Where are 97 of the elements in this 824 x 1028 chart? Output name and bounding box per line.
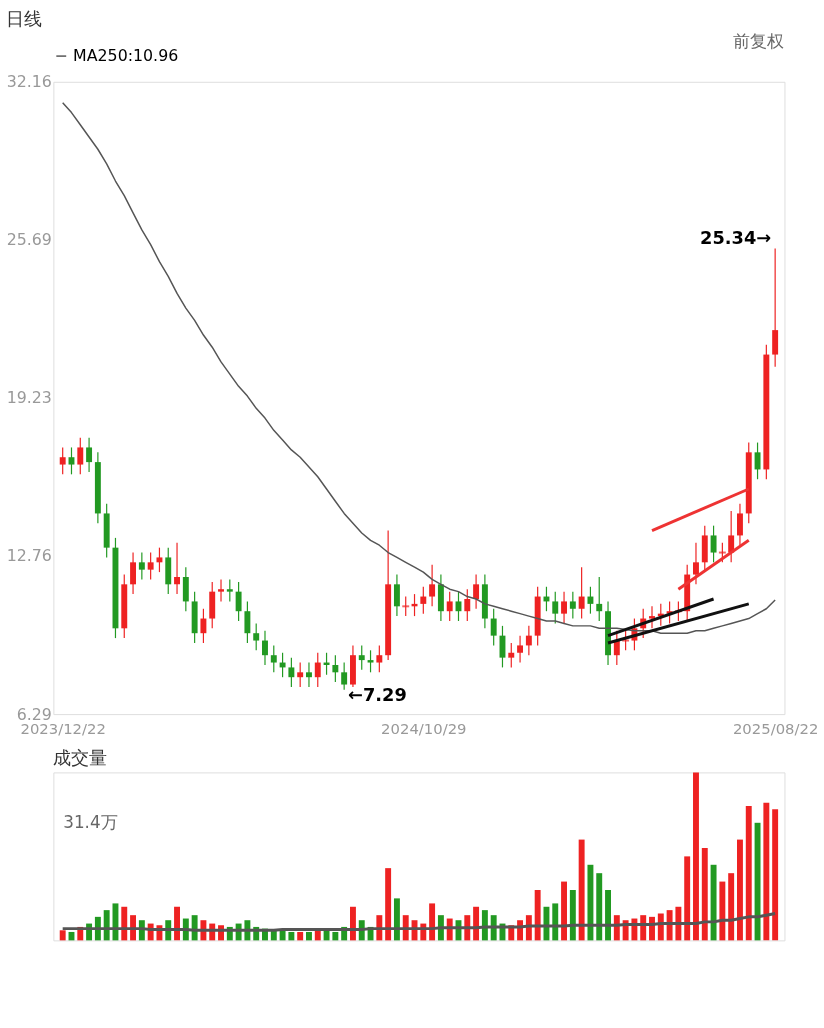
candlestick xyxy=(174,542,180,595)
legend-label: MA250:10.96 xyxy=(73,46,179,66)
y-tick-label: 12.76 xyxy=(6,546,52,566)
candlestick xyxy=(270,644,277,673)
candlestick xyxy=(693,542,699,585)
x-tick-label: 2025/08/22 xyxy=(732,720,819,738)
candlestick xyxy=(306,661,312,688)
bar xyxy=(552,903,559,941)
candlestick xyxy=(552,591,559,625)
bar xyxy=(279,930,286,941)
candlestick xyxy=(262,630,268,666)
bar xyxy=(693,772,699,941)
bar xyxy=(543,906,550,941)
candlestick xyxy=(332,654,339,683)
chart-title: 成交量 xyxy=(53,747,108,769)
bar xyxy=(596,873,603,941)
candlestick xyxy=(138,551,145,581)
bar xyxy=(728,873,735,941)
bar xyxy=(719,881,726,941)
bar xyxy=(675,906,682,941)
candlestick xyxy=(147,551,154,581)
candlestick xyxy=(59,446,66,475)
candlestick xyxy=(86,437,93,473)
candlestick xyxy=(569,591,576,620)
bar xyxy=(666,910,673,941)
annotation: 25.34→ xyxy=(700,226,772,248)
bar xyxy=(385,868,392,941)
candlestick xyxy=(728,510,735,563)
bar xyxy=(772,809,779,941)
candlestick xyxy=(235,581,242,622)
candlestick xyxy=(393,573,400,617)
candlestick xyxy=(297,661,304,688)
candlestick xyxy=(358,644,365,671)
candlestick xyxy=(244,600,251,644)
candlestick xyxy=(525,625,532,656)
candlestick xyxy=(314,652,321,688)
candlestick xyxy=(473,573,480,610)
bar xyxy=(59,930,66,941)
text: 前复权 xyxy=(733,31,785,52)
bar xyxy=(561,881,568,941)
bar xyxy=(393,898,400,941)
bar xyxy=(745,806,752,941)
bar xyxy=(569,889,576,941)
candlestick xyxy=(200,608,207,644)
bar xyxy=(710,864,717,941)
candlestick xyxy=(578,566,585,620)
bar xyxy=(306,931,312,941)
candlestick xyxy=(420,586,427,615)
annotation: ←7.29 xyxy=(348,683,407,705)
candlestick xyxy=(376,644,383,673)
bar xyxy=(103,910,110,941)
y-tick-label: 25.69 xyxy=(6,230,52,250)
bar xyxy=(587,864,594,941)
candlestick xyxy=(649,605,655,629)
y-tick-label: 19.23 xyxy=(6,388,52,408)
candlestick xyxy=(508,642,515,669)
candlestick xyxy=(429,564,436,607)
candlestick xyxy=(718,542,726,563)
bar xyxy=(763,802,770,941)
bar xyxy=(736,839,743,941)
candlestick xyxy=(561,591,568,625)
candlestick xyxy=(288,657,295,688)
bar xyxy=(429,903,436,941)
annotation: 31.4万 xyxy=(63,811,118,832)
bar xyxy=(578,839,585,941)
bar xyxy=(605,889,611,941)
bar xyxy=(481,910,488,941)
candlestick xyxy=(517,635,524,664)
bar xyxy=(332,931,339,941)
candlestick xyxy=(736,503,743,546)
candlestick xyxy=(490,608,497,647)
bar xyxy=(701,847,708,941)
y-tick-label: 32.16 xyxy=(6,72,52,92)
candlestick xyxy=(156,547,163,573)
chart-title: 日线 xyxy=(6,8,43,30)
candlestick xyxy=(367,649,374,673)
candlestick xyxy=(754,441,761,480)
candlestick xyxy=(68,446,75,475)
bar xyxy=(323,930,330,941)
candlestick xyxy=(446,591,453,622)
candlestick xyxy=(710,525,717,563)
bar xyxy=(684,856,691,941)
candlestick xyxy=(587,586,594,615)
bar xyxy=(754,822,761,941)
candlestick xyxy=(402,595,410,617)
bar xyxy=(297,931,304,941)
candlestick xyxy=(130,551,137,595)
candlestick xyxy=(77,437,84,475)
candlestick xyxy=(596,576,603,622)
candlestick xyxy=(341,661,348,691)
candlestick xyxy=(464,588,471,622)
candlestick xyxy=(218,578,224,603)
bar xyxy=(288,931,295,941)
x-tick-label: 2024/10/29 xyxy=(381,720,467,738)
candlestick xyxy=(226,578,233,603)
bar xyxy=(534,889,541,941)
candlestick xyxy=(253,622,260,651)
